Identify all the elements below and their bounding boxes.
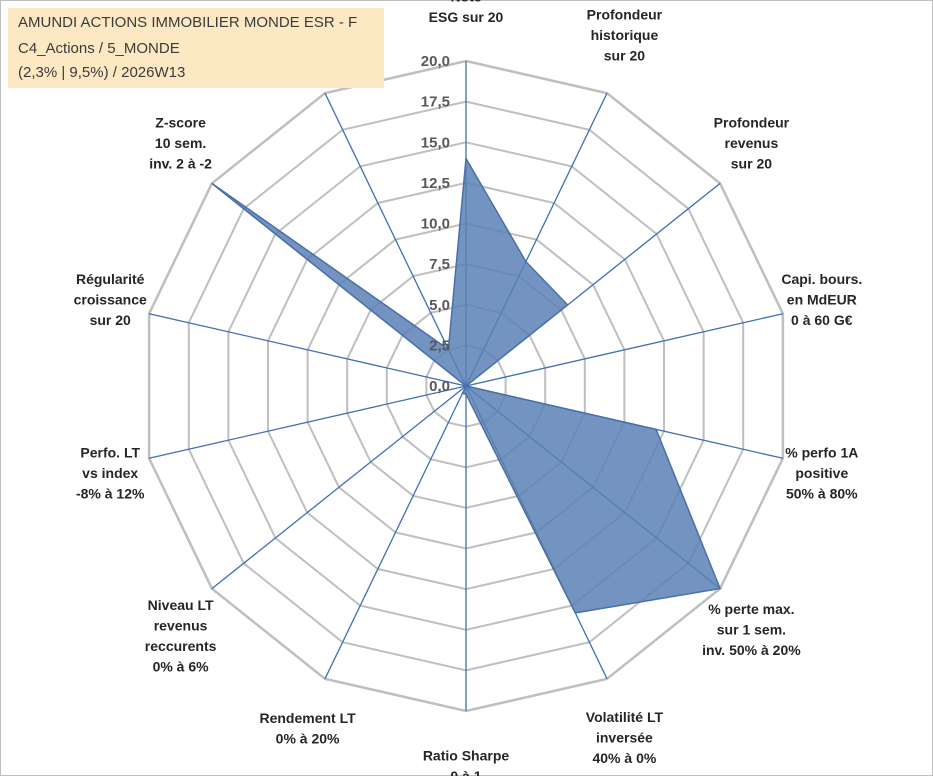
axis-label-line: sur 20 (604, 48, 645, 64)
axis-label-line: Capi. bours. (781, 271, 862, 287)
axis-label-line: Rendement LT (259, 710, 356, 726)
axis-label-line: sur 1 sem. (717, 621, 786, 637)
axis-label: Profondeur revenus sur 20 (714, 115, 790, 172)
axis-label: Capi. bours. en MdEUR 0 à 60 G€ (781, 271, 862, 328)
axis-label-line: inv. 2 à -2 (149, 156, 212, 172)
axis-spoke (465, 313, 784, 387)
axis-label: Note ESG sur 20 (429, 0, 504, 25)
radial-tick-label: 0,0 (429, 378, 450, 395)
axis-label-line: 0% à 20% (276, 730, 340, 746)
axis-label-line: 0% à 6% (153, 658, 210, 674)
axis-label-line: Note (450, 0, 481, 5)
axis-label-line: Profondeur (587, 7, 663, 23)
axis-spoke (324, 92, 467, 387)
axis-label: % perte max. sur 1 sem. inv. 50% à 20% (702, 601, 801, 658)
axis-label-line: 0 à 60 G€ (791, 312, 853, 328)
axis-label-line: Niveau LT (148, 597, 214, 613)
axis-label-line: en MdEUR (787, 292, 857, 308)
axis-label-line: inv. 50% à 20% (702, 642, 801, 658)
radial-tick-label: 5,0 (429, 297, 450, 314)
axis-label-line: 50% à 80% (786, 486, 858, 502)
axis-label-line: Profondeur (714, 115, 790, 131)
axis-label-line: % perte max. (708, 601, 794, 617)
axis-label: % perfo 1A positive 50% à 80% (785, 445, 858, 502)
axis-label: Z-score 10 sem. inv. 2 à -2 (149, 115, 212, 172)
axis-spoke (211, 385, 467, 590)
axis-spoke (148, 313, 467, 387)
axis-label-line: -8% à 12% (76, 486, 145, 502)
axis-label: Ratio Sharpe 0 à 1 (423, 748, 510, 776)
axis-label-line: positive (795, 465, 848, 481)
axis-label-line: historique (591, 27, 659, 43)
fund-info-box: AMUNDI ACTIONS IMMOBILIER MONDE ESR - F … (8, 8, 384, 88)
axis-label-line: ESG sur 20 (429, 9, 504, 25)
axis-label-line: 0 à 1 (450, 768, 481, 776)
radial-tick-label: 17,5 (421, 94, 450, 111)
axis-label-line: reccurents (145, 638, 217, 654)
axis-label-line: Régularité (76, 271, 145, 287)
axis-label-line: sur 20 (731, 156, 772, 172)
axis-label-line: Ratio Sharpe (423, 748, 510, 764)
axis-spoke (324, 385, 467, 680)
radial-tick-label: 20,0 (421, 53, 450, 70)
axis-label-line: inversée (596, 729, 653, 745)
axis-label-line: Z-score (155, 115, 206, 131)
axis-label-line: croissance (74, 292, 147, 308)
axis-label-line: revenus (154, 617, 208, 633)
axis-label: Perfo. LT vs index -8% à 12% (76, 445, 145, 502)
axis-label-line: % perfo 1A (785, 445, 858, 461)
axis-label-line: vs index (82, 465, 138, 481)
radial-tick-label: 7,5 (429, 256, 450, 273)
axis-label-line: 10 sem. (155, 135, 206, 151)
axis-label-line: Perfo. LT (80, 445, 140, 461)
axis-label-line: 40% à 0% (592, 750, 656, 766)
axis-label: Rendement LT 0% à 20% (259, 710, 356, 747)
radial-tick-label: 15,0 (421, 134, 450, 151)
radial-tick-label: 2,5 (429, 337, 450, 354)
radial-tick-labels: 0,0 2,5 5,0 7,5 10,0 12,5 15,0 17,5 20,0 (421, 53, 450, 395)
series-area (211, 156, 722, 614)
radial-tick-label: 12,5 (421, 175, 450, 192)
axis-label-line: Volatilité LT (586, 709, 664, 725)
axis-label: Niveau LT revenus reccurents 0% à 6% (145, 597, 217, 675)
axis-spoke (148, 385, 467, 459)
axis-label-line: revenus (725, 135, 779, 151)
fund-period: (2,3% | 9,5%) / 2026W13 (18, 64, 186, 81)
fund-name: AMUNDI ACTIONS IMMOBILIER MONDE ESR - F (18, 14, 358, 31)
axis-label: Profondeur historique sur 20 (587, 7, 663, 64)
fund-category: C4_Actions / 5_MONDE (18, 40, 180, 57)
axis-label: Régularité croissance sur 20 (74, 271, 147, 328)
radial-tick-label: 10,0 (421, 216, 450, 233)
axis-label: Volatilité LT inversée 40% à 0% (586, 709, 664, 766)
axis-label-line: sur 20 (90, 312, 131, 328)
series-layer (211, 156, 722, 614)
